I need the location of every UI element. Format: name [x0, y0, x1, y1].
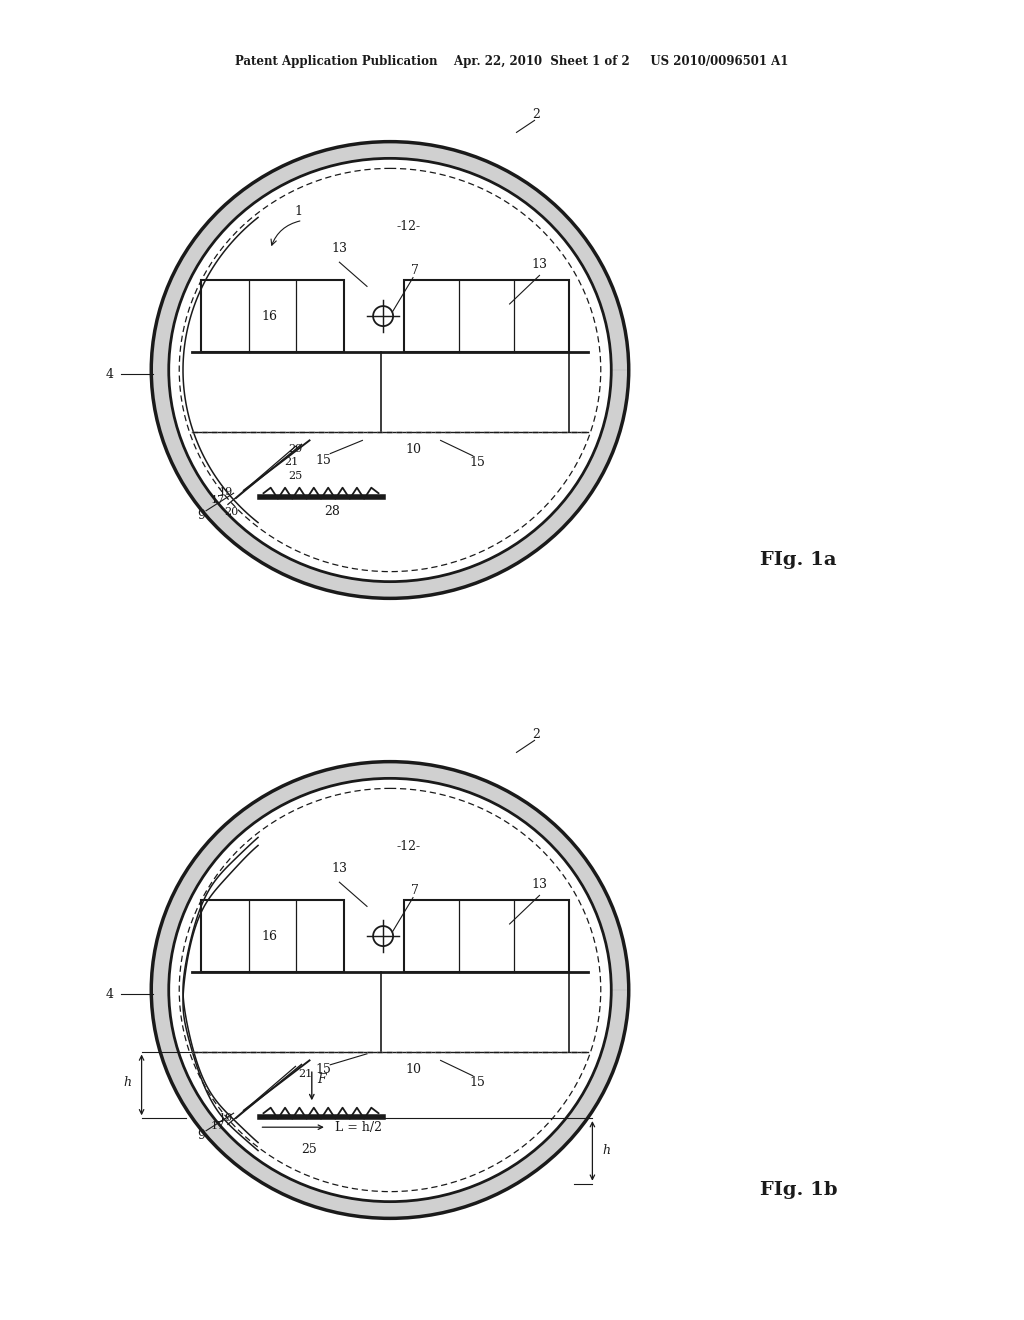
Text: 21: 21: [298, 1069, 312, 1078]
Text: 13: 13: [531, 878, 548, 891]
Text: F: F: [317, 1073, 326, 1086]
Bar: [202, 900, 344, 973]
Text: 25: 25: [289, 471, 303, 480]
Text: 2: 2: [532, 108, 541, 121]
Text: h: h: [602, 1144, 610, 1158]
Text: 4: 4: [105, 368, 114, 381]
Text: FIg. 1b: FIg. 1b: [760, 1181, 838, 1199]
Text: 17: 17: [211, 1122, 225, 1131]
Text: 10: 10: [406, 1063, 421, 1076]
Text: 9: 9: [198, 1129, 206, 1142]
Polygon shape: [152, 141, 629, 598]
Text: 19: 19: [219, 1113, 233, 1123]
Polygon shape: [152, 762, 629, 1218]
Text: 15: 15: [315, 454, 331, 467]
Text: 15: 15: [469, 1076, 485, 1089]
Circle shape: [373, 306, 393, 326]
Text: 15: 15: [469, 455, 485, 469]
Text: 13: 13: [332, 243, 347, 256]
Text: 19: 19: [219, 487, 233, 498]
Text: 13: 13: [531, 257, 548, 271]
Bar: [202, 280, 344, 352]
Text: 13: 13: [332, 862, 347, 875]
Text: 29: 29: [289, 445, 303, 454]
Text: 25: 25: [302, 1143, 317, 1156]
Bar: [403, 900, 569, 973]
Text: 20: 20: [224, 507, 238, 517]
Text: 15: 15: [315, 1063, 331, 1076]
Text: FIg. 1a: FIg. 1a: [760, 550, 837, 569]
Text: 16: 16: [262, 929, 278, 942]
Text: h: h: [124, 1076, 132, 1089]
Text: 4: 4: [105, 987, 114, 1001]
Text: -12-: -12-: [396, 841, 421, 854]
Text: 16: 16: [262, 310, 278, 322]
Text: -12-: -12-: [396, 220, 421, 234]
Text: 10: 10: [406, 442, 421, 455]
Text: 2: 2: [532, 727, 541, 741]
Text: Patent Application Publication    Apr. 22, 2010  Sheet 1 of 2     US 2010/009650: Patent Application Publication Apr. 22, …: [236, 55, 788, 69]
Text: 7: 7: [412, 264, 419, 277]
Text: 21: 21: [284, 458, 298, 467]
Circle shape: [373, 927, 393, 946]
Text: 1: 1: [294, 205, 302, 218]
Text: L = h/2: L = h/2: [335, 1121, 382, 1134]
Text: 7: 7: [412, 884, 419, 898]
Text: 9: 9: [198, 508, 206, 521]
Text: 17: 17: [211, 495, 225, 506]
Bar: [403, 280, 569, 352]
Text: 28: 28: [325, 504, 340, 517]
